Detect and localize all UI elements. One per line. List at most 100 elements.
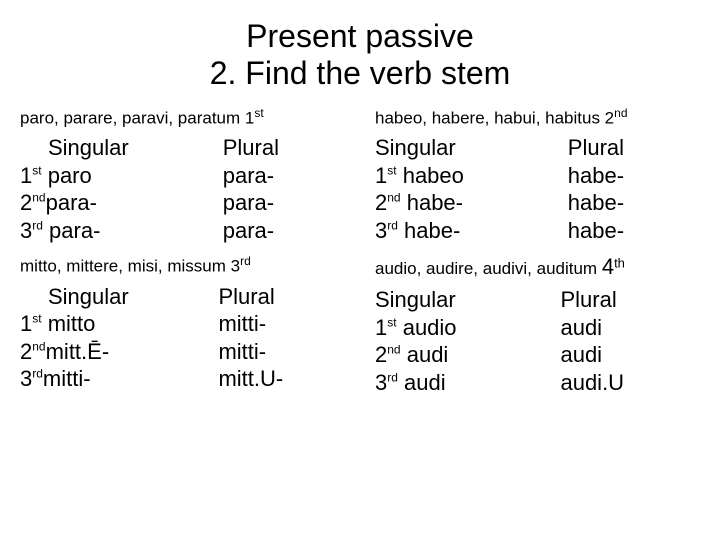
pparts-tail-sup: th [614, 256, 625, 271]
conj-table-paro: Singular 1st paro 2ndpara- 3rd para- Plu… [20, 134, 345, 244]
table-row: 2ndpara- [20, 189, 195, 217]
singular-col: Singular 1st audio 2nd audi 3rd audi [375, 286, 532, 396]
ord-sup: nd [387, 343, 400, 357]
conj-table-mitto: Singular 1st mitto 2ndmitt.Ē- 3rdmitti- … [20, 283, 345, 393]
ord: 1 [20, 163, 32, 188]
form: habeo [397, 163, 464, 188]
pparts-text: paro, parare, paravi, paratum 1 [20, 108, 254, 127]
form: audi [398, 370, 446, 395]
ord: 3 [375, 370, 387, 395]
table-row: mitti- [218, 338, 345, 366]
form: mitto [42, 311, 96, 336]
singular-col: Singular 1st paro 2ndpara- 3rd para- [20, 134, 195, 244]
pparts-tail: 4 [602, 254, 614, 279]
ord: 2 [375, 342, 387, 367]
form: audio [397, 315, 457, 340]
table-row: audi [560, 314, 700, 342]
table-row: 1st habeo [375, 162, 540, 190]
plural-header: Plural [223, 134, 345, 162]
principal-parts-mitto: mitto, mittere, misi, missum 3rd [20, 254, 345, 277]
table-row: habe- [568, 162, 700, 190]
pparts-sup: st [254, 106, 263, 120]
form: para- [43, 218, 100, 243]
ord-sup: rd [32, 367, 43, 381]
table-row: 2nd audi [375, 341, 532, 369]
singular-header: Singular [20, 283, 190, 311]
form: habe- [401, 190, 463, 215]
ord-sup: st [32, 163, 41, 177]
form: mitti- [43, 366, 91, 391]
pparts-sup: nd [614, 106, 627, 120]
table-row: mitt.U- [218, 365, 345, 393]
ord-sup: rd [32, 218, 43, 232]
ord: 3 [375, 218, 387, 243]
block-audio: audio, audire, audivi, auditum 4th Singu… [375, 254, 700, 396]
plural-col: Plural mitti- mitti- mitt.U- [218, 283, 345, 393]
singular-header: Singular [375, 134, 540, 162]
table-row: audi.U [560, 369, 700, 397]
ord-sup: nd [32, 340, 45, 354]
plural-header: Plural [218, 283, 345, 311]
form: audi [401, 342, 449, 367]
form: habe- [398, 218, 460, 243]
plural-header: Plural [568, 134, 700, 162]
ord: 2 [20, 190, 32, 215]
pparts-text: mitto, mittere, misi, missum 3 [20, 257, 240, 276]
ord-sup: st [387, 315, 396, 329]
ord-sup: rd [387, 370, 398, 384]
title-line-2: 2. Find the verb stem [210, 55, 511, 91]
ord: 1 [20, 311, 32, 336]
table-row: 1st audio [375, 314, 532, 342]
pparts-text: habeo, habere, habui, habitus 2 [375, 108, 614, 127]
form: mitt.Ē- [46, 339, 110, 364]
block-paro: paro, parare, paravi, paratum 1st Singul… [20, 106, 345, 245]
ord-sup: nd [387, 191, 400, 205]
singular-col: Singular 1st mitto 2ndmitt.Ē- 3rdmitti- [20, 283, 190, 393]
content-grid: paro, parare, paravi, paratum 1st Singul… [20, 106, 700, 397]
conj-table-habeo: Singular 1st habeo 2nd habe- 3rd habe- P… [375, 134, 700, 244]
principal-parts-paro: paro, parare, paravi, paratum 1st [20, 106, 345, 129]
ord-sup: st [32, 312, 41, 326]
form: paro [42, 163, 92, 188]
table-row: 2nd habe- [375, 189, 540, 217]
table-row: mitti- [218, 310, 345, 338]
block-habeo: habeo, habere, habui, habitus 2nd Singul… [375, 106, 700, 245]
block-mitto: mitto, mittere, misi, missum 3rd Singula… [20, 254, 345, 396]
pparts-text: audio, audire, audivi, auditum [375, 259, 602, 278]
table-row: para- [223, 162, 345, 190]
table-row: 1st mitto [20, 310, 190, 338]
singular-header: Singular [375, 286, 532, 314]
table-row: 3rd para- [20, 217, 195, 245]
ord: 3 [20, 366, 32, 391]
ord: 2 [375, 190, 387, 215]
title-line-1: Present passive [246, 18, 474, 54]
ord: 1 [375, 315, 387, 340]
singular-col: Singular 1st habeo 2nd habe- 3rd habe- [375, 134, 540, 244]
plural-col: Plural audi audi audi.U [560, 286, 700, 396]
table-row: habe- [568, 189, 700, 217]
singular-header: Singular [20, 134, 195, 162]
principal-parts-audio: audio, audire, audivi, auditum 4th [375, 254, 700, 280]
table-row: habe- [568, 217, 700, 245]
ord-sup: nd [32, 191, 45, 205]
slide: Present passive 2. Find the verb stem pa… [0, 0, 720, 540]
plural-col: Plural habe- habe- habe- [568, 134, 700, 244]
table-row: 2ndmitt.Ē- [20, 338, 190, 366]
table-row: 3rd habe- [375, 217, 540, 245]
plural-header: Plural [560, 286, 700, 314]
form: para- [46, 190, 97, 215]
table-row: 3rd audi [375, 369, 532, 397]
conj-table-audio: Singular 1st audio 2nd audi 3rd audi Plu… [375, 286, 700, 396]
table-row: para- [223, 217, 345, 245]
ord-sup: rd [387, 218, 398, 232]
table-row: 1st paro [20, 162, 195, 190]
ord-sup: st [387, 163, 396, 177]
plural-col: Plural para- para- para- [223, 134, 345, 244]
table-row: para- [223, 189, 345, 217]
table-row: 3rdmitti- [20, 365, 190, 393]
ord: 3 [20, 218, 32, 243]
ord: 2 [20, 339, 32, 364]
pparts-sup: rd [240, 254, 251, 268]
ord: 1 [375, 163, 387, 188]
principal-parts-habeo: habeo, habere, habui, habitus 2nd [375, 106, 700, 129]
